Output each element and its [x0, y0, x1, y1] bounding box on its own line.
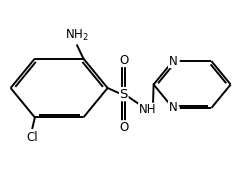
- Text: NH$_2$: NH$_2$: [65, 28, 89, 43]
- Text: N: N: [168, 55, 177, 68]
- Text: Cl: Cl: [26, 131, 38, 144]
- Text: S: S: [120, 88, 128, 101]
- Text: NH: NH: [138, 103, 156, 116]
- Circle shape: [167, 57, 179, 65]
- Text: O: O: [119, 54, 128, 67]
- Circle shape: [167, 104, 179, 112]
- Text: N: N: [168, 101, 177, 114]
- Text: O: O: [119, 121, 128, 134]
